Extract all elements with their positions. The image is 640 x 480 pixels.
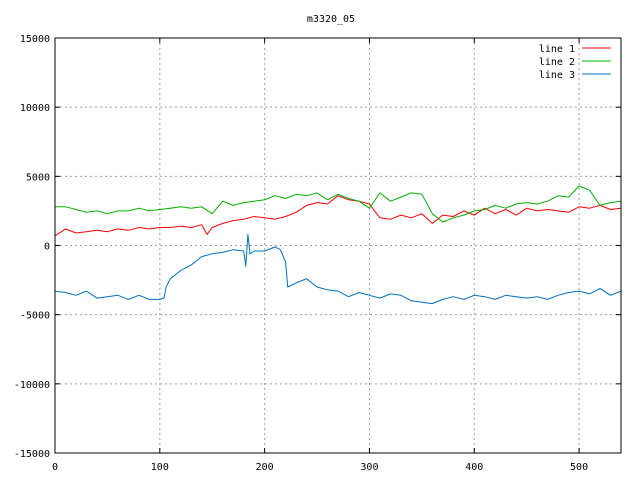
x-tick-label: 300 [360,462,378,473]
y-tick-label: -10000 [14,380,50,391]
x-tick-label: 100 [151,462,169,473]
legend: line 1 line 2 line 3 [539,44,611,81]
y-tick-label: 15000 [20,34,50,45]
legend-label: line 3 [539,70,575,81]
series-line-3 [54,233,622,305]
series-lines [54,185,622,305]
x-tick-label: 200 [256,462,274,473]
x-tick-label: 0 [52,462,58,473]
y-tick-label: -5000 [20,311,50,322]
legend-label: line 1 [539,44,575,55]
y-tick-label: 5000 [26,172,50,183]
series-line-1 [54,195,622,237]
x-tick-label: 400 [465,462,483,473]
y-tick-label: 0 [44,242,50,253]
chart-title: m3320_05 [307,14,355,25]
axis-ticks: 0 100 200 300 400 500 -15000 -10000 -5000 0 5000 10… [14,34,621,473]
grid-lines [55,38,621,453]
series-line-2 [55,185,622,223]
y-tick-label: 10000 [20,103,50,114]
x-tick-label: 500 [570,462,588,473]
y-tick-label: -15000 [14,449,50,460]
legend-label: line 2 [539,57,575,68]
